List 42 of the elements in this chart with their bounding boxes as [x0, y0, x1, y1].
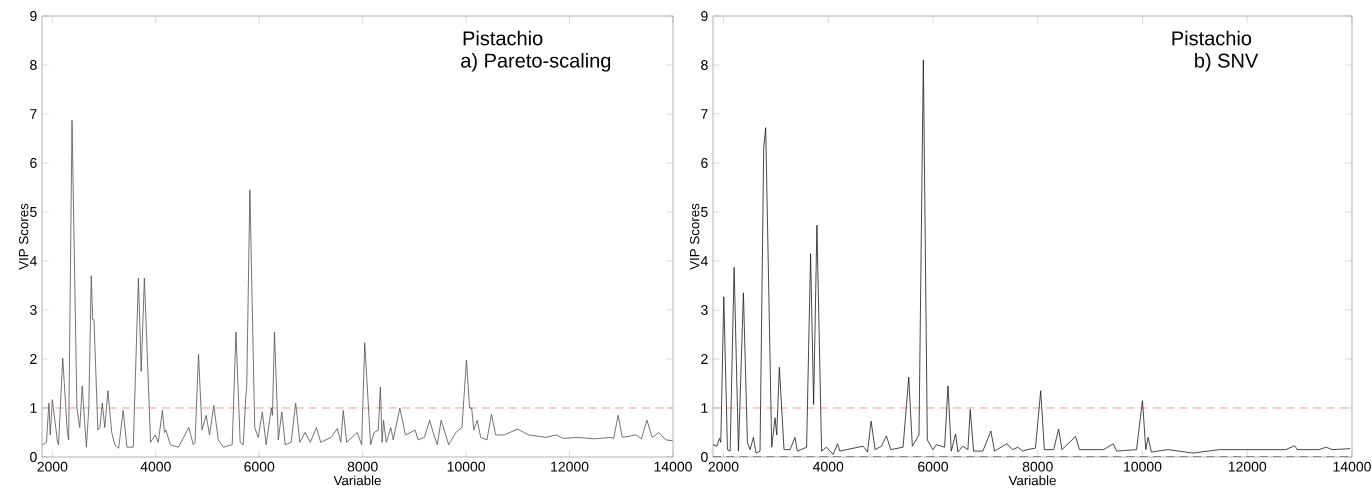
- x-tick-label: 12000: [551, 461, 589, 472]
- x-tick-label: 4000: [140, 461, 171, 472]
- y-tick-label: 9: [30, 11, 37, 21]
- x-tick-label: 10000: [447, 461, 486, 472]
- x-axis-title: Variable: [1008, 475, 1056, 486]
- y-tick-label: 7: [30, 109, 37, 119]
- annotation: Pistachio: [463, 30, 543, 46]
- y-tick-label: 8: [701, 60, 708, 70]
- y-tick-label: 1: [30, 403, 37, 413]
- y-tick-label: 1: [701, 403, 708, 413]
- y-axis-title: VIP Scores: [689, 203, 700, 270]
- y-tick-label: 5: [701, 207, 708, 217]
- annotation: Pistachio: [1172, 30, 1252, 46]
- x-tick-label: 2000: [37, 461, 68, 472]
- y-tick-label: 2: [701, 354, 708, 364]
- annotation: b) SNV: [1195, 52, 1259, 72]
- y-tick-label: 8: [30, 60, 37, 70]
- x-tick-label: 4000: [812, 461, 844, 472]
- x-tick-label: 6000: [244, 461, 275, 472]
- x-tick-label: 10000: [1124, 461, 1162, 472]
- y-tick-label: 5: [30, 207, 37, 217]
- y-tick-label: 2: [30, 354, 37, 364]
- y-axis-title: VIP Scores: [18, 203, 29, 270]
- y-tick-label: 7: [701, 109, 708, 119]
- y-tick-label: 3: [30, 305, 37, 315]
- x-tick-label: 8000: [347, 461, 378, 472]
- y-tick-label: 4: [29, 256, 37, 266]
- y-tick-label: 0: [701, 452, 708, 462]
- annotation: a) Pareto-scaling: [461, 52, 611, 72]
- y-tick-label: 6: [701, 158, 708, 168]
- x-tick-label: 14000: [1333, 461, 1371, 472]
- y-tick-label: 3: [701, 305, 708, 315]
- x-axis-title: Variable: [333, 475, 381, 486]
- x-tick-label: 8000: [1022, 461, 1053, 472]
- y-tick-label: 9: [701, 11, 708, 21]
- y-tick-label: 6: [30, 158, 37, 168]
- y-tick-label: 4: [700, 256, 708, 266]
- x-tick-label: 6000: [918, 461, 948, 472]
- x-tick-label: 14000: [654, 461, 692, 472]
- x-tick-label: 12000: [1228, 461, 1267, 472]
- y-tick-label: 0: [30, 452, 37, 462]
- x-tick-label: 2000: [708, 461, 739, 472]
